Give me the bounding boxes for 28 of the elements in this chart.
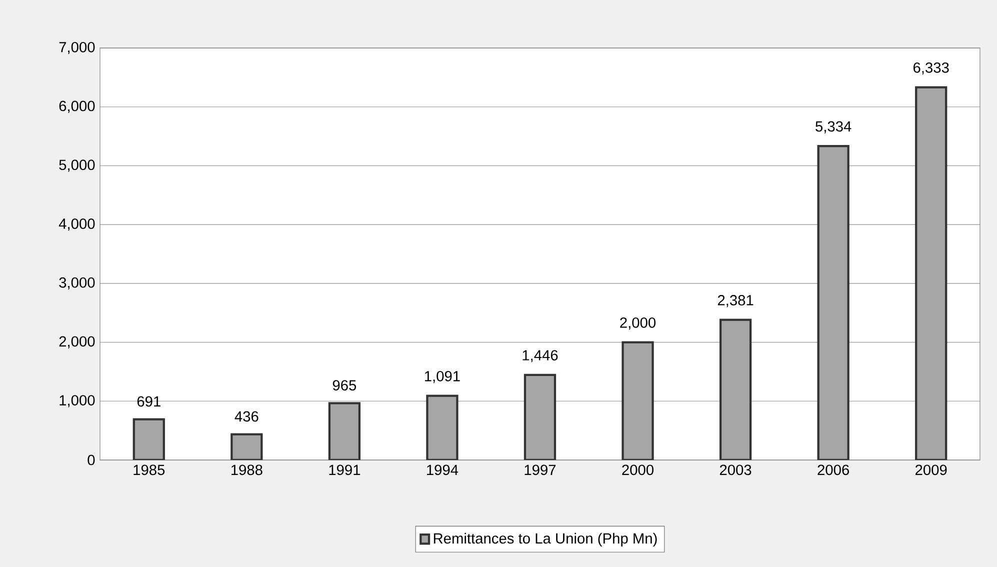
data-label: 965: [332, 380, 356, 390]
x-tick-label: 1994: [427, 464, 458, 476]
x-tick-label: 2009: [916, 464, 947, 476]
x-tick-label: 2000: [622, 464, 654, 476]
data-label: 5,334: [816, 121, 852, 134]
bar: [622, 341, 654, 460]
data-label: 6,333: [914, 62, 949, 75]
y-tick-label: 6,000: [59, 100, 95, 113]
x-tick-label: 2003: [720, 464, 752, 476]
x-tick-label: 1985: [134, 464, 165, 476]
data-label: 691: [137, 396, 160, 407]
data-label: 1,091: [424, 370, 460, 384]
y-tick-label: 4,000: [58, 218, 95, 231]
data-label: 436: [234, 411, 258, 422]
x-tick-label: 2006: [818, 464, 849, 476]
y-tick-label: 7,000: [59, 42, 95, 54]
y-tick-label: 0: [88, 454, 95, 466]
y-tick-label: 1,000: [60, 395, 95, 408]
y-tick-label: 5,000: [59, 160, 95, 172]
data-label: 1,446: [522, 350, 558, 362]
x-tick-label: 1997: [524, 464, 556, 476]
data-label: 2,000: [620, 317, 656, 330]
data-label: 2,381: [718, 295, 754, 308]
x-tick-label: 1991: [329, 464, 360, 476]
y-tick-label: 3,000: [59, 277, 95, 290]
legend-label: Remittances to La Union (Php Mn): [434, 532, 657, 546]
x-tick-label: 1988: [231, 464, 262, 476]
y-tick-label: 2,000: [59, 336, 95, 348]
